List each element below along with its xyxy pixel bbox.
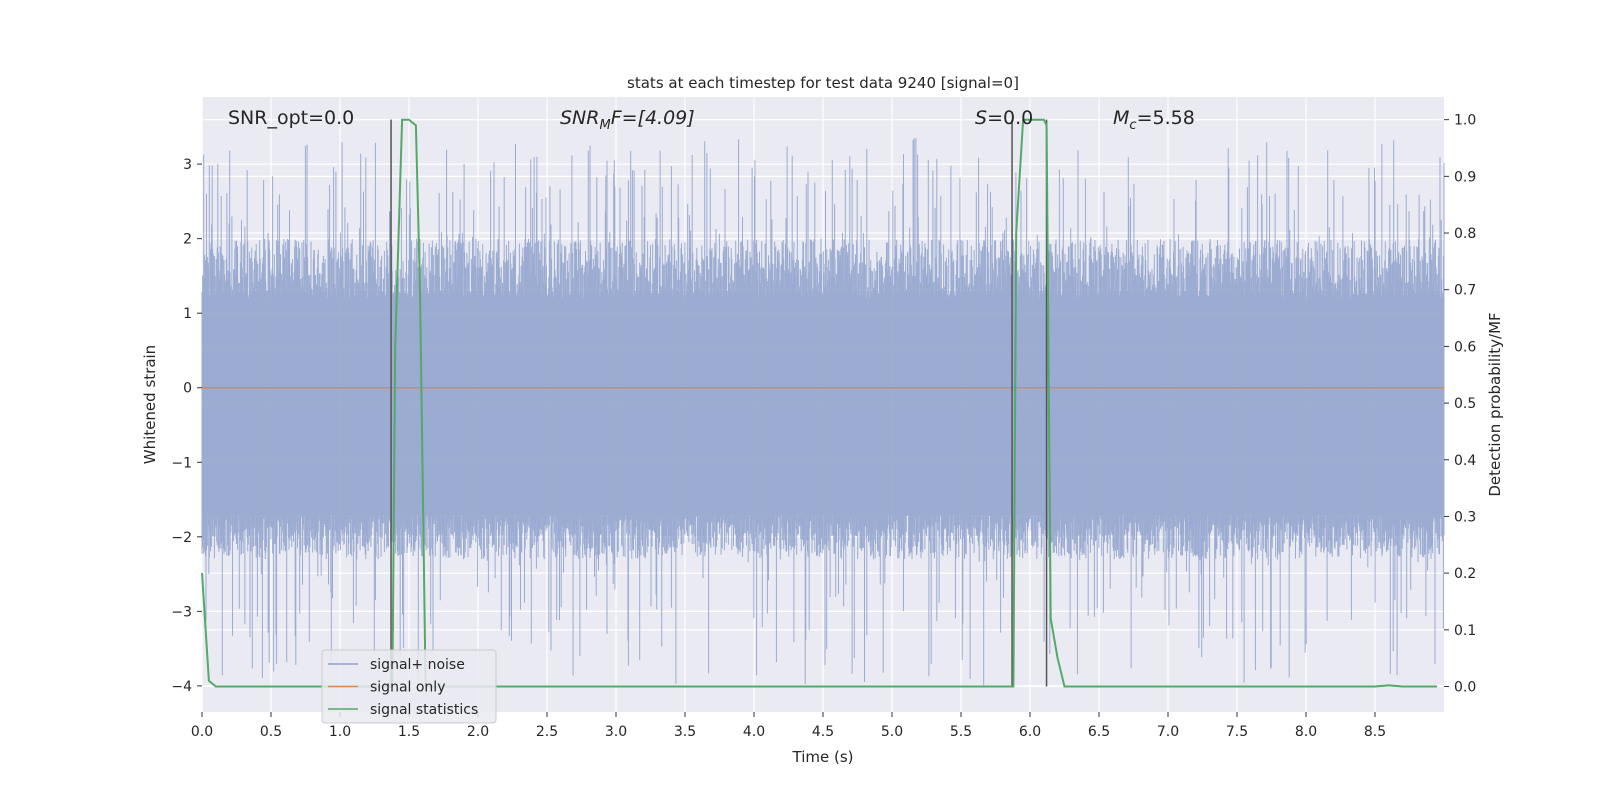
- x-tick-label: 8.0: [1295, 724, 1317, 740]
- legend-label-signal-statistics: signal statistics: [370, 702, 478, 718]
- y-tick-label-left: 3: [183, 157, 192, 173]
- y-tick-label-right: 0.9: [1454, 169, 1476, 185]
- y-tick-label-left: −3: [171, 604, 192, 620]
- y-tick-label-right: 0.1: [1454, 623, 1476, 639]
- x-tick-label: 0.5: [260, 724, 282, 740]
- x-tick-label: 1.5: [398, 724, 420, 740]
- y-axis-title-left: Whitened strain: [141, 345, 159, 464]
- y-tick-label-left: −2: [171, 530, 192, 546]
- x-tick-label: 7.0: [1157, 724, 1179, 740]
- legend: signal+ noise signal only signal statist…: [321, 649, 497, 724]
- x-tick-label: 8.5: [1364, 724, 1386, 740]
- y-tick-label-right: 0.0: [1454, 679, 1476, 695]
- annotation-snr-mf-subscript: M: [599, 118, 610, 133]
- y-axis-title-right: Detection probability/MF: [1486, 312, 1504, 496]
- y-tick-label-left: 2: [183, 232, 192, 248]
- x-tick-label: 4.5: [812, 724, 834, 740]
- x-tick-label: 1.0: [329, 724, 351, 740]
- y-tick-label-left: −1: [171, 455, 192, 471]
- y-tick-label-right: 0.6: [1454, 339, 1476, 355]
- y-tick-label-right: 0.4: [1454, 453, 1476, 469]
- x-tick-label: 6.5: [1088, 724, 1110, 740]
- y-tick-label-right: 1.0: [1454, 113, 1476, 129]
- annotation-snr-opt: SNR_opt=0.0: [228, 107, 354, 129]
- annotation-snr-mf-symbol: SNR: [560, 107, 599, 129]
- legend-box: [321, 649, 497, 724]
- x-axis-title: Time (s): [792, 748, 854, 766]
- annotation-mc: Mc=5.58: [1113, 107, 1195, 133]
- annotation-snr-mf: SNRMF=[4.09]: [560, 107, 695, 133]
- annotation-s-symbol: S: [975, 107, 987, 129]
- x-tick-label: 6.0: [1019, 724, 1041, 740]
- annotation-snr-mf-value: F=[4.09]: [611, 107, 695, 129]
- y-tick-label-left: 1: [183, 306, 192, 322]
- x-tick-label: 2.0: [467, 724, 489, 740]
- annotation-s: S=0.0: [975, 107, 1033, 129]
- y-tick-label-right: 0.7: [1454, 283, 1476, 299]
- annotation-mc-symbol: M: [1113, 107, 1129, 129]
- x-tick-label: 3.5: [674, 724, 696, 740]
- y-tick-label-right: 0.2: [1454, 566, 1476, 582]
- legend-label-signal-noise: signal+ noise: [370, 657, 465, 673]
- annotation-s-value: =0.0: [987, 107, 1033, 129]
- y-tick-label-right: 0.5: [1454, 396, 1476, 412]
- noise-series: [201, 138, 1445, 686]
- x-tick-label: 4.0: [743, 724, 765, 740]
- legend-label-signal-only: signal only: [370, 680, 445, 696]
- x-tick-label: 0.0: [191, 724, 213, 740]
- chart-title: stats at each timestep for test data 924…: [627, 74, 1019, 92]
- annotation-mc-subscript: c: [1129, 118, 1136, 133]
- x-tick-label: 7.5: [1226, 724, 1248, 740]
- x-tick-label: 3.0: [605, 724, 627, 740]
- x-tick-label: 5.0: [881, 724, 903, 740]
- y-tick-label-left: −4: [171, 679, 192, 695]
- y-tick-label-right: 0.8: [1454, 226, 1476, 242]
- series-signal-noise: [201, 138, 1445, 686]
- x-tick-label: 2.5: [536, 724, 558, 740]
- y-tick-label-right: 0.3: [1454, 509, 1476, 525]
- x-tick-label: 5.5: [950, 724, 972, 740]
- y-tick-label-left: 0: [183, 381, 192, 397]
- ticks: 0.0 0.5 1.0 1.5 2.0 2.5 3.0 3.5 4.0 4.5 5.0 5.5 6.0 6…: [171, 113, 1476, 740]
- annotation-mc-value: =5.58: [1137, 107, 1195, 129]
